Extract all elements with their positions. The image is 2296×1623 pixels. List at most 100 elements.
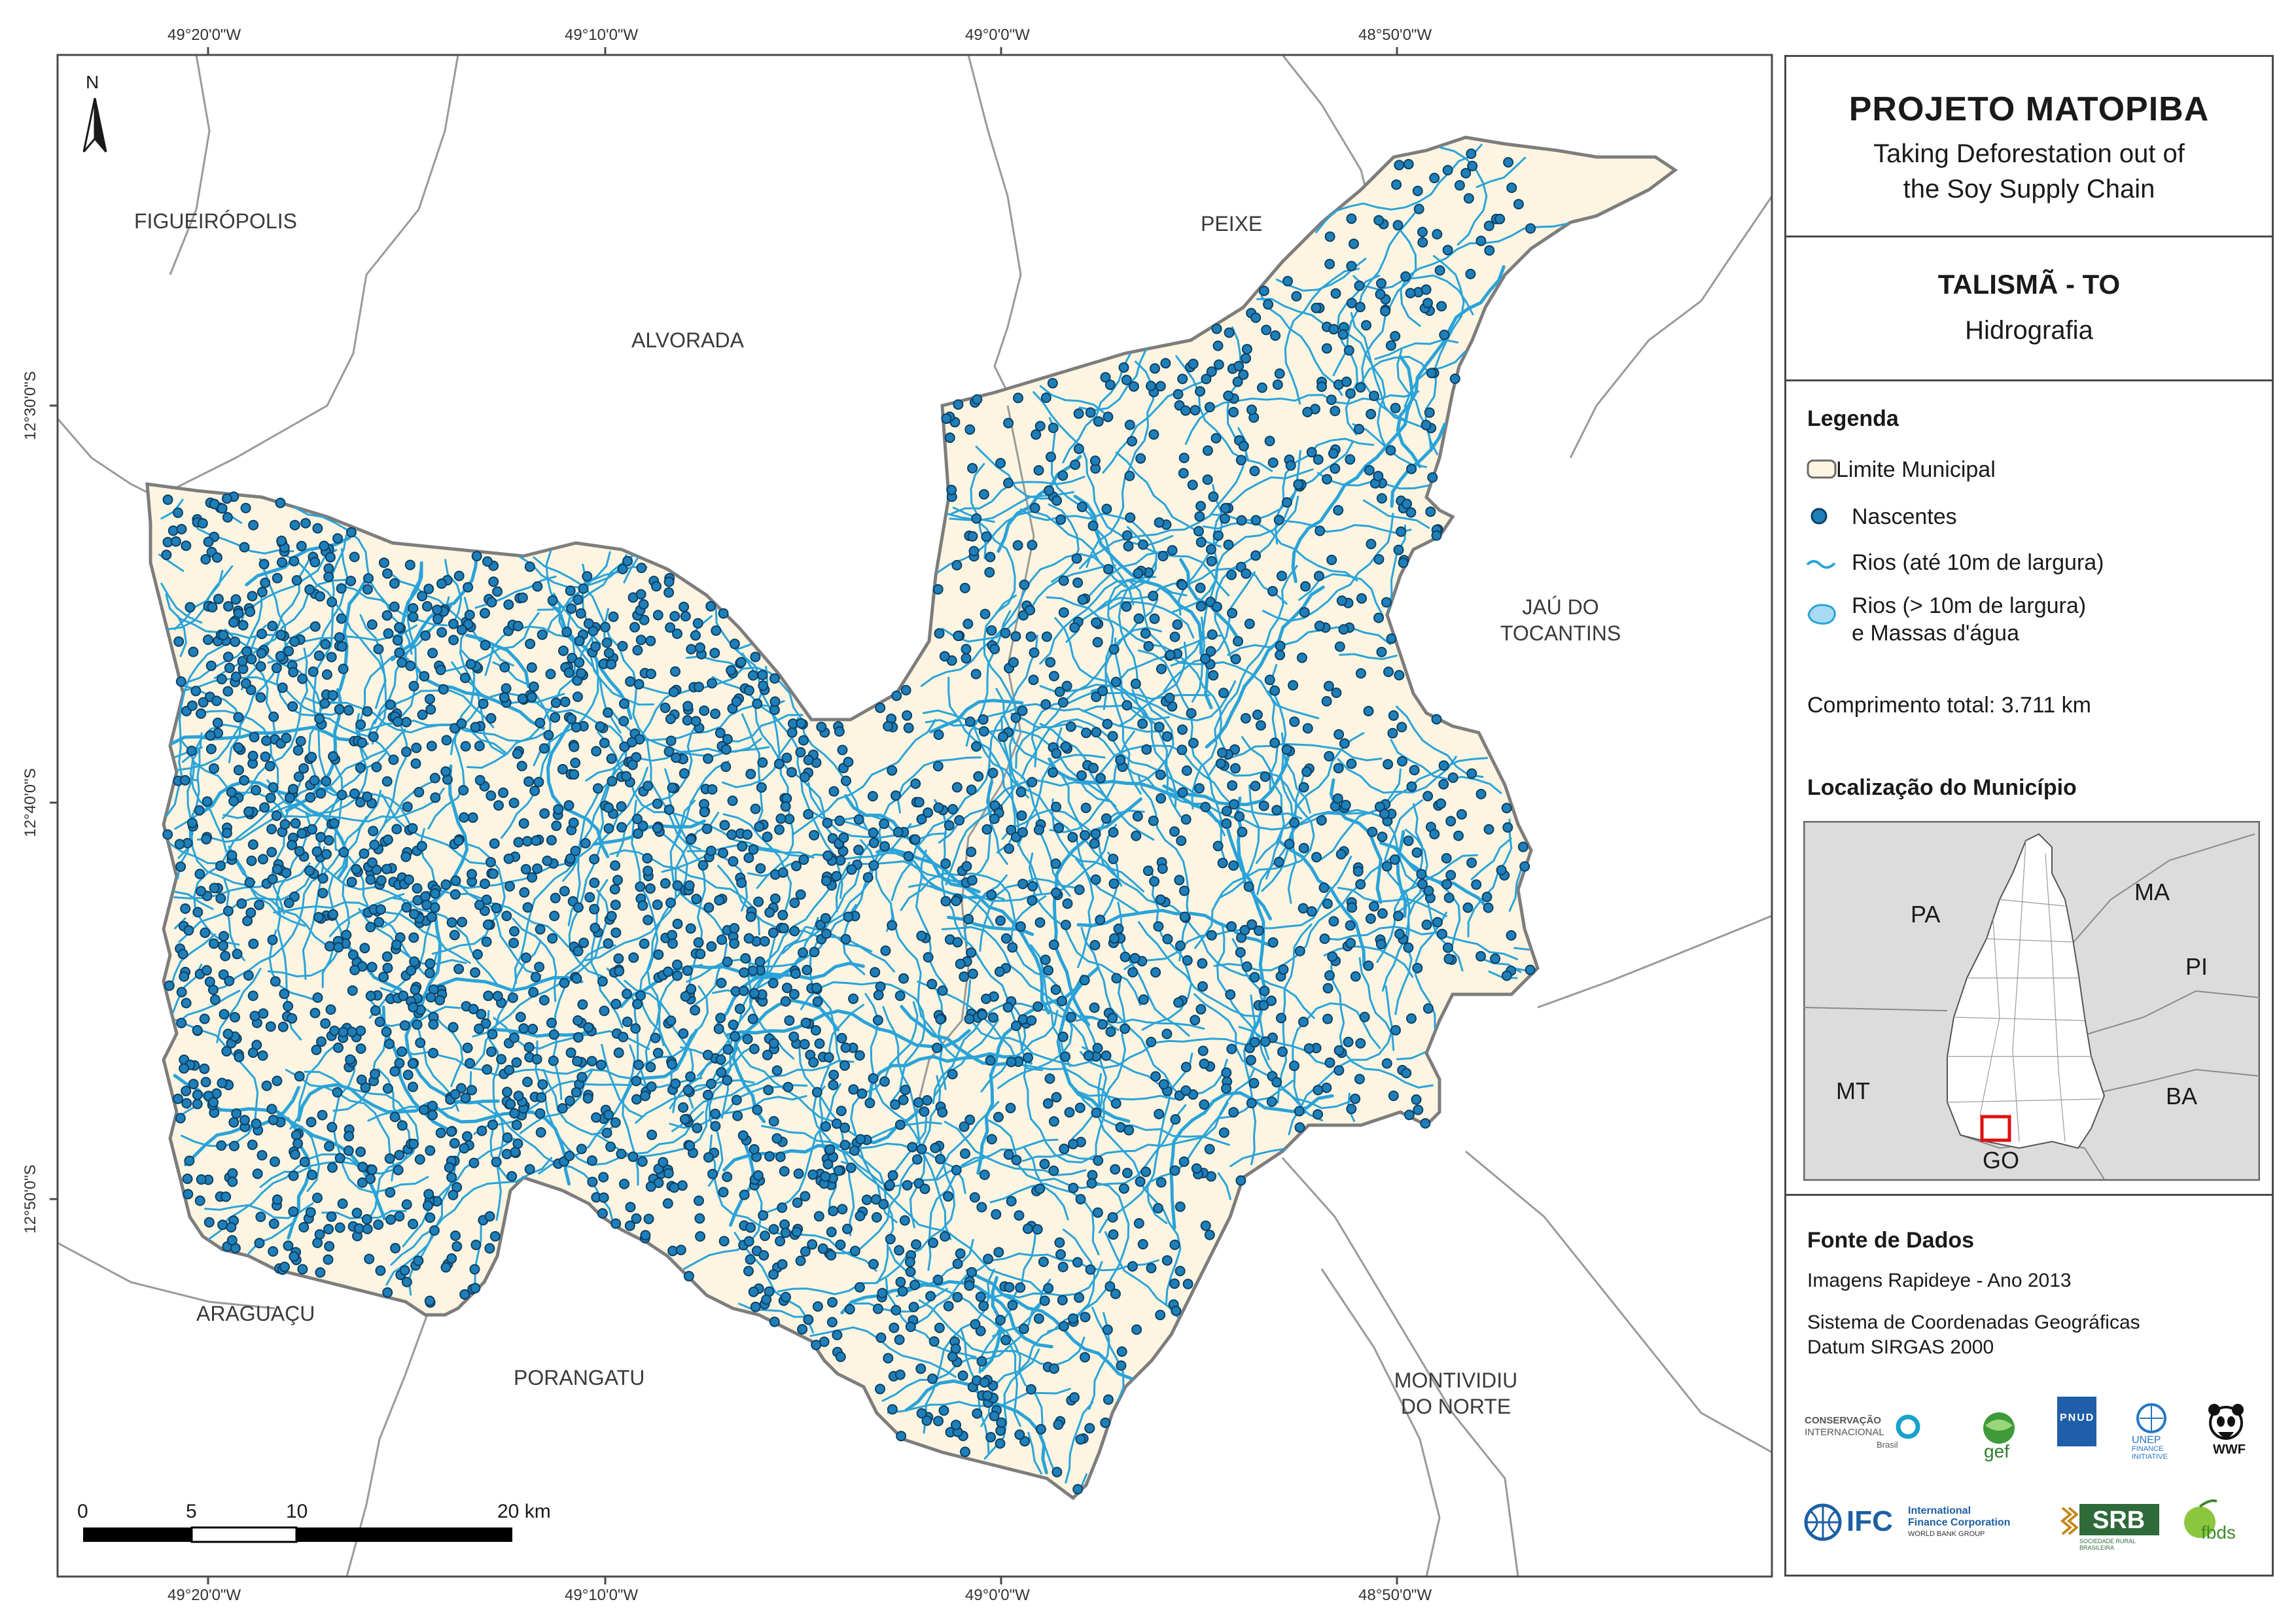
spring-point [1270, 330, 1281, 341]
spring-point [323, 571, 334, 582]
spring-point [272, 572, 283, 584]
spring-point [173, 1093, 183, 1104]
spring-point [365, 922, 376, 933]
spring-point [777, 1259, 788, 1270]
spring-point [1104, 379, 1116, 391]
spring-point [1172, 619, 1183, 630]
spring-point [844, 1304, 855, 1315]
spring-point [1298, 782, 1309, 793]
river-segment [1388, 524, 1406, 610]
spring-point [1517, 841, 1528, 852]
river-segment [173, 565, 234, 631]
spring-point [365, 990, 376, 1002]
spring-point [672, 959, 682, 970]
spring-point [1281, 497, 1292, 508]
spring-point [288, 1206, 299, 1217]
spring-point [1095, 773, 1106, 784]
spring-point [369, 839, 380, 850]
river-segment [1376, 803, 1424, 963]
legend-rios-large-line1: Rios (> 10m de largura) [1852, 593, 2087, 618]
spring-point [498, 787, 509, 798]
spring-point [889, 1322, 900, 1333]
spring-point [1266, 1096, 1277, 1108]
springs-layer [161, 148, 1536, 1495]
spring-point [908, 1302, 919, 1312]
spring-point [553, 804, 564, 815]
spring-point [935, 1153, 945, 1164]
spring-point [978, 726, 989, 737]
spring-point [1330, 288, 1341, 299]
spring-point [408, 602, 419, 614]
spring-point [1121, 374, 1132, 385]
river-segment [334, 750, 344, 851]
spring-point [1059, 1143, 1070, 1155]
spring-point [1421, 419, 1432, 430]
spring-point [448, 1189, 459, 1200]
spring-point [414, 787, 425, 797]
spring-point [667, 938, 678, 949]
spring-point [1383, 759, 1394, 770]
spring-point [699, 807, 710, 818]
spring-point [327, 1162, 338, 1173]
spring-point [752, 698, 763, 709]
spring-point [624, 1220, 635, 1231]
spring-point [1003, 1149, 1014, 1160]
spring-point [260, 577, 271, 588]
spring-point [1169, 1239, 1180, 1250]
spring-point [932, 1274, 944, 1285]
river-segment [732, 998, 840, 1123]
spring-point [1346, 298, 1357, 309]
spring-point [669, 1182, 680, 1193]
spring-point [645, 635, 656, 646]
spring-point [1434, 265, 1445, 276]
spring-point [569, 769, 580, 780]
spring-point [347, 1026, 357, 1038]
spring-point [927, 979, 938, 990]
spring-point [1255, 720, 1266, 731]
spring-point [1092, 637, 1103, 648]
spring-point [939, 651, 950, 662]
spring-point [1206, 555, 1217, 567]
spring-point [911, 1239, 922, 1250]
spring-point [182, 1174, 193, 1184]
spring-point [574, 635, 585, 646]
spring-point [1275, 650, 1286, 661]
spring-point [248, 938, 259, 949]
spring-point [266, 824, 277, 835]
spring-point [565, 853, 576, 864]
spring-point [200, 554, 211, 565]
spring-point [652, 822, 663, 833]
spring-point [1376, 278, 1386, 289]
spring-point [951, 1164, 962, 1176]
spring-point [617, 640, 628, 652]
spring-point [487, 1119, 499, 1130]
spring-point [1048, 939, 1059, 951]
spring-point [781, 1291, 791, 1302]
spring-point [995, 915, 1006, 926]
spring-point [986, 625, 997, 636]
spring-point [599, 737, 610, 748]
spring-point [686, 983, 697, 994]
spring-point [1316, 815, 1327, 826]
spring-point [1053, 822, 1065, 833]
spring-point [465, 1058, 476, 1069]
spring-point [232, 949, 243, 960]
river-segment [1033, 391, 1174, 547]
spring-point [1359, 1011, 1370, 1022]
spring-point [809, 829, 820, 841]
spring-point [1204, 402, 1215, 413]
spring-point [211, 695, 222, 707]
river-segment [1102, 368, 1218, 474]
spring-point [1191, 1163, 1202, 1174]
river-segment [1358, 957, 1395, 1051]
spring-point [394, 1058, 405, 1069]
spring-point [1180, 1062, 1192, 1073]
spring-point [1217, 858, 1228, 869]
spring-point [287, 839, 298, 850]
spring-point [271, 811, 282, 821]
spring-point [221, 828, 232, 839]
spring-point [433, 614, 443, 625]
spring-point [587, 1176, 598, 1187]
spring-point [1138, 994, 1149, 1005]
spring-point [545, 669, 556, 680]
